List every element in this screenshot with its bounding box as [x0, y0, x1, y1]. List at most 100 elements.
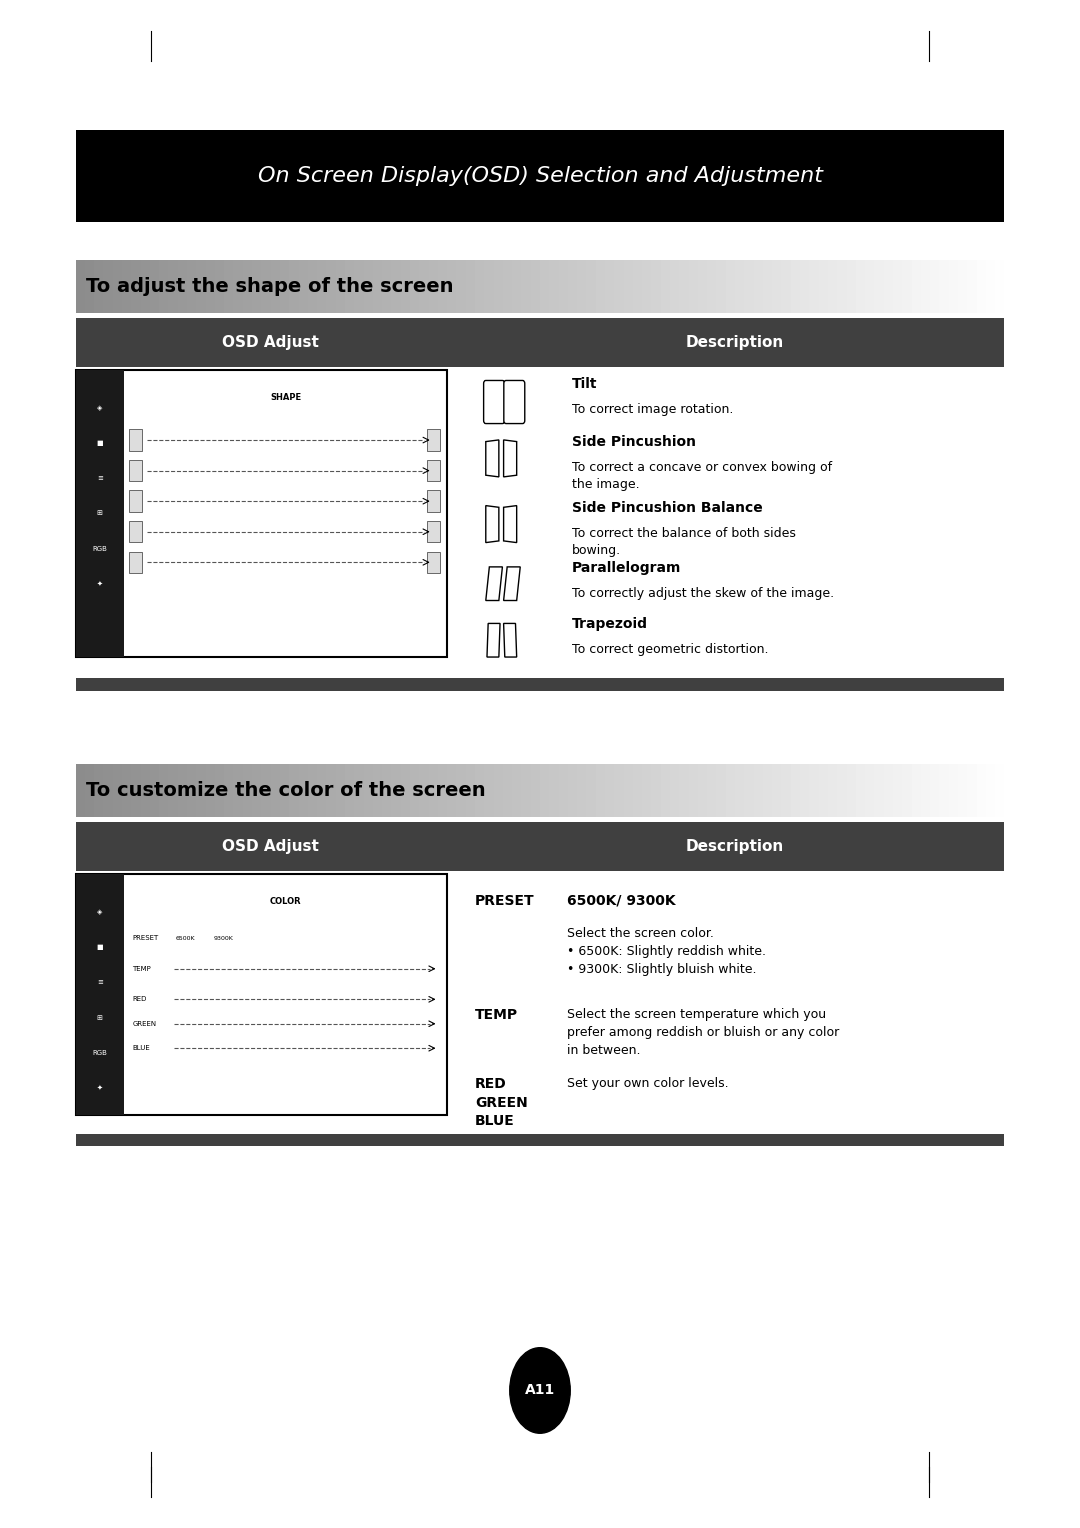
Text: To customize the color of the screen: To customize the color of the screen: [86, 781, 486, 801]
Bar: [586, 260, 596, 313]
Bar: [159, 260, 168, 313]
Bar: [457, 764, 465, 817]
Bar: [336, 764, 345, 817]
Bar: [140, 764, 150, 817]
Bar: [847, 764, 855, 817]
Bar: [308, 764, 318, 817]
Text: PRESET: PRESET: [475, 894, 535, 908]
Text: To correct a concave or convex bowing of
the image.: To correct a concave or convex bowing of…: [572, 461, 833, 492]
Text: Select the screen temperature which you
prefer among reddish or bluish or any co: Select the screen temperature which you …: [567, 1008, 839, 1057]
Bar: [122, 764, 132, 817]
Text: 6500K: 6500K: [176, 935, 195, 941]
Bar: [150, 764, 159, 817]
Bar: [976, 260, 986, 313]
Text: ■: ■: [96, 440, 103, 446]
Bar: [104, 260, 112, 313]
Bar: [345, 260, 354, 313]
Bar: [76, 1134, 1004, 1146]
Bar: [568, 260, 577, 313]
Bar: [902, 764, 912, 817]
Text: Select the screen color.
• 6500K: Slightly reddish white.
• 9300K: Slightly blui: Select the screen color. • 6500K: Slight…: [567, 927, 766, 976]
Bar: [921, 260, 930, 313]
Text: To correct geometric distortion.: To correct geometric distortion.: [572, 643, 769, 657]
Bar: [494, 260, 503, 313]
Bar: [475, 260, 484, 313]
Bar: [651, 260, 661, 313]
Bar: [76, 260, 85, 313]
Text: TEMP: TEMP: [133, 966, 151, 972]
Bar: [187, 764, 197, 817]
Bar: [76, 318, 1004, 367]
Bar: [410, 260, 419, 313]
Text: ■: ■: [96, 944, 103, 950]
Bar: [893, 260, 902, 313]
Bar: [809, 764, 819, 817]
Text: SHAPE: SHAPE: [270, 393, 301, 402]
Bar: [948, 764, 958, 817]
Bar: [280, 764, 289, 817]
Bar: [401, 764, 410, 817]
Bar: [633, 260, 643, 313]
Bar: [819, 260, 828, 313]
Bar: [615, 260, 623, 313]
Bar: [948, 260, 958, 313]
Bar: [391, 260, 401, 313]
Bar: [596, 260, 605, 313]
Bar: [912, 260, 921, 313]
Bar: [791, 260, 800, 313]
Bar: [754, 764, 762, 817]
Bar: [623, 764, 633, 817]
Bar: [494, 764, 503, 817]
Bar: [76, 822, 1004, 871]
Bar: [986, 764, 995, 817]
Bar: [800, 260, 809, 313]
Bar: [427, 460, 440, 481]
Bar: [679, 764, 689, 817]
Bar: [475, 764, 484, 817]
Bar: [76, 874, 447, 1115]
Bar: [427, 521, 440, 542]
Bar: [289, 260, 298, 313]
Bar: [85, 260, 94, 313]
Text: RED
GREEN
BLUE: RED GREEN BLUE: [475, 1077, 528, 1128]
Bar: [150, 260, 159, 313]
Bar: [661, 260, 670, 313]
Bar: [233, 764, 243, 817]
Bar: [104, 764, 112, 817]
Bar: [633, 764, 643, 817]
Bar: [429, 764, 437, 817]
Bar: [215, 260, 225, 313]
Bar: [85, 764, 94, 817]
Bar: [883, 764, 893, 817]
Bar: [94, 764, 104, 817]
Bar: [512, 260, 522, 313]
Bar: [605, 764, 615, 817]
Bar: [130, 552, 143, 573]
Bar: [76, 678, 1004, 691]
Bar: [197, 764, 205, 817]
Text: Trapezoid: Trapezoid: [572, 617, 648, 631]
Bar: [484, 260, 494, 313]
Bar: [410, 764, 419, 817]
Bar: [689, 764, 698, 817]
Bar: [465, 764, 475, 817]
Text: ⊞: ⊞: [97, 1015, 103, 1021]
Bar: [921, 764, 930, 817]
Bar: [883, 260, 893, 313]
Bar: [762, 764, 772, 817]
Bar: [205, 260, 215, 313]
Bar: [178, 764, 187, 817]
Bar: [427, 429, 440, 451]
Text: Side Pincushion Balance: Side Pincushion Balance: [572, 501, 762, 515]
Bar: [643, 260, 651, 313]
Bar: [76, 370, 447, 657]
Bar: [391, 764, 401, 817]
Bar: [401, 260, 410, 313]
Bar: [112, 260, 122, 313]
Bar: [427, 490, 440, 512]
Text: To correct the balance of both sides
bowing.: To correct the balance of both sides bow…: [572, 527, 796, 558]
Bar: [912, 764, 921, 817]
Bar: [754, 260, 762, 313]
Bar: [168, 764, 178, 817]
Bar: [427, 552, 440, 573]
